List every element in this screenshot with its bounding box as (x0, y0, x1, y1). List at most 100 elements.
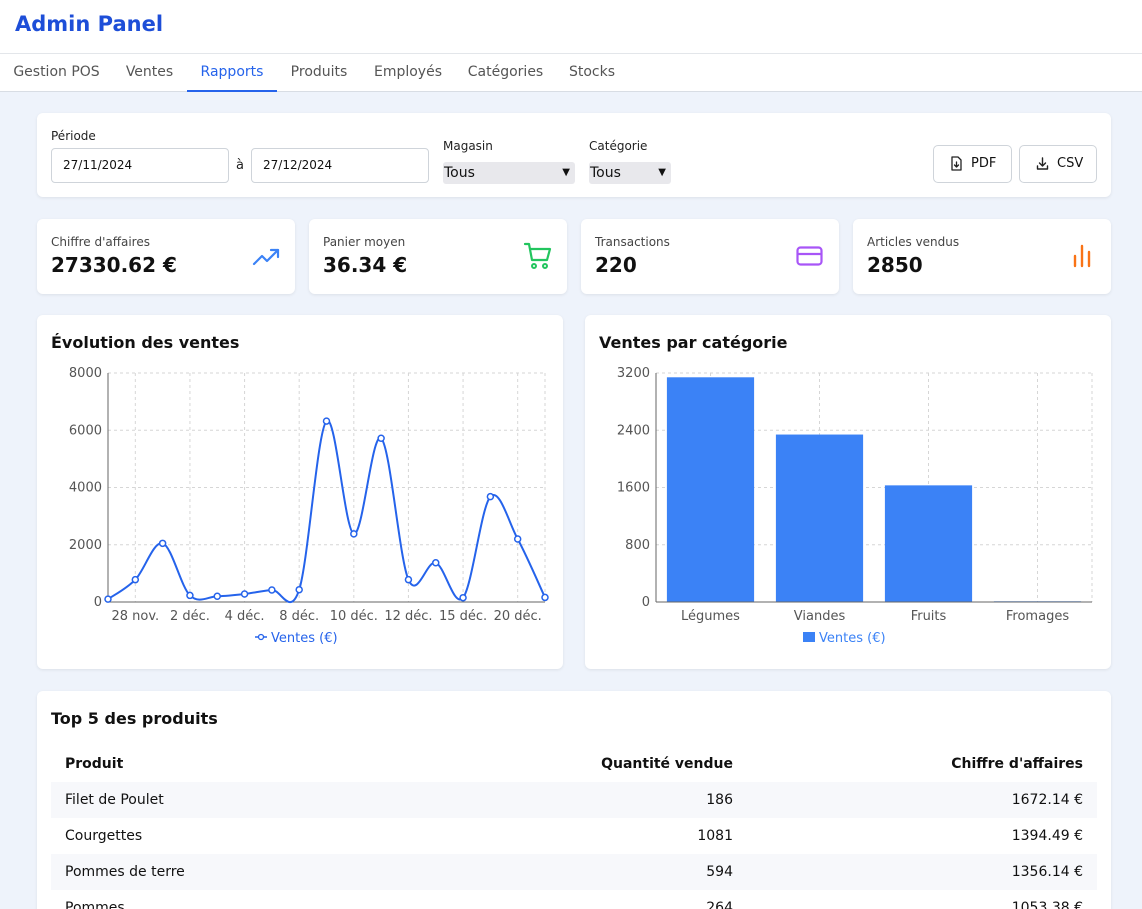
table-row: Filet de Poulet 186 1672.14 € (51, 782, 1097, 818)
stat-label: Chiffre d'affaires (51, 235, 150, 249)
file-download-icon (951, 156, 962, 171)
date-separator: à (236, 158, 244, 173)
stat-card-basket: Panier moyen 36.34 € (309, 219, 567, 294)
product-revenue: 1394.49 € (1011, 828, 1083, 844)
legend-marker (803, 632, 815, 642)
data-point (104, 595, 112, 603)
x-tick-label: 8 déc. (279, 609, 319, 624)
y-tick-label: 3200 (617, 366, 650, 381)
trending-up-icon (252, 248, 280, 266)
nav-tabs: Gestion POS Ventes Rapports Produits Emp… (0, 54, 1142, 92)
product-revenue: 1053.38 € (1011, 900, 1083, 909)
product-revenue: 1356.14 € (1011, 864, 1083, 880)
tab-gestion-pos[interactable]: Gestion POS (13, 64, 100, 80)
product-quantity: 264 (706, 900, 733, 909)
column-header-quantity: Quantité vendue (601, 756, 733, 772)
cart-icon (523, 242, 552, 269)
data-point (295, 585, 303, 594)
column-header-product: Produit (65, 756, 124, 772)
legend-label: Ventes (€) (271, 631, 338, 646)
x-tick-label: Légumes (681, 609, 740, 624)
top-bar: Admin Panel (0, 0, 1142, 54)
column-header-revenue: Chiffre d'affaires (951, 756, 1083, 772)
tab-produits[interactable]: Produits (290, 64, 348, 80)
y-tick-label: 6000 (69, 423, 102, 438)
chevron-down-icon: ▼ (658, 167, 666, 178)
bar (884, 485, 973, 602)
data-point (350, 530, 358, 538)
category-label: Catégorie (589, 139, 648, 153)
period-label: Période (51, 129, 96, 143)
tab-categories[interactable]: Catégories (467, 64, 544, 80)
end-date-input[interactable]: 27/12/2024 (251, 148, 429, 183)
product-name: Pommes (65, 900, 125, 909)
table-row: Courgettes 1081 1394.49 € (51, 818, 1097, 854)
start-date-input[interactable]: 27/11/2024 (51, 148, 229, 183)
y-tick-label: 4000 (69, 481, 102, 496)
stat-value: 220 (595, 253, 637, 277)
export-csv-button[interactable]: CSV (1019, 145, 1097, 183)
legend-point-marker (257, 633, 265, 641)
x-tick-label: 15 déc. (439, 609, 487, 624)
product-revenue: 1672.14 € (1011, 792, 1083, 808)
export-pdf-button[interactable]: PDF (933, 145, 1012, 183)
x-tick-label: Fruits (911, 609, 947, 624)
data-point (322, 417, 331, 425)
tab-rapports[interactable]: Rapports (187, 54, 277, 92)
chevron-down-icon: ▼ (562, 167, 570, 178)
filters-card: Période 27/11/2024 à 27/12/2024 Magasin … (37, 113, 1111, 197)
category-select-value: Tous (590, 165, 621, 181)
y-tick-label: 1600 (617, 481, 650, 496)
pdf-label: PDF (971, 156, 997, 171)
y-tick-label: 800 (625, 538, 650, 553)
y-tick-label: 8000 (69, 366, 102, 381)
bar (775, 434, 864, 602)
stat-card-items: Articles vendus 2850 (853, 219, 1111, 294)
category-select[interactable]: Tous ▼ (589, 162, 671, 184)
data-point (240, 590, 249, 598)
data-point (377, 434, 385, 443)
product-name: Filet de Poulet (65, 792, 164, 808)
data-point (131, 575, 140, 584)
x-tick-label: 12 déc. (384, 609, 432, 624)
stat-label: Transactions (595, 235, 670, 249)
bar-chart-icon (1073, 244, 1091, 268)
store-label: Magasin (443, 139, 493, 153)
top-products-title: Top 5 des produits (51, 709, 218, 728)
series-line (107, 420, 546, 604)
legend-label: Ventes (€) (819, 631, 886, 646)
stat-value: 27330.62 € (51, 253, 177, 277)
stat-card-transactions: Transactions 220 (581, 219, 839, 294)
store-select[interactable]: Tous ▼ (443, 162, 575, 184)
data-point (186, 591, 194, 600)
y-tick-label: 0 (642, 595, 650, 610)
data-point (432, 559, 440, 567)
sales-by-category-card: Ventes par catégorie 0 800 1600 2400 3200 Lég… (585, 315, 1111, 669)
data-point (541, 593, 549, 602)
product-name: Courgettes (65, 828, 143, 844)
x-tick-label: 28 nov. (111, 609, 159, 624)
tab-stocks[interactable]: Stocks (568, 64, 616, 80)
product-quantity: 594 (706, 864, 733, 880)
y-tick-label: 2000 (69, 538, 102, 553)
product-name: Pommes de terre (65, 864, 185, 880)
store-select-value: Tous (444, 165, 475, 181)
data-point (404, 575, 413, 584)
x-tick-label: Viandes (794, 609, 846, 624)
stat-label: Panier moyen (323, 235, 406, 249)
data-point (513, 535, 522, 543)
x-tick-label: 4 déc. (225, 609, 265, 624)
sales-evolution-card: Évolution des ventes 0 2000 4000 6000 8000 28… (37, 315, 563, 669)
x-tick-label: 20 déc. (494, 609, 542, 624)
x-tick-label: 10 déc. (330, 609, 378, 624)
stat-label: Articles vendus (867, 235, 960, 249)
product-quantity: 186 (706, 792, 733, 808)
data-point (268, 586, 276, 594)
csv-label: CSV (1057, 156, 1084, 171)
app-title: Admin Panel (15, 12, 164, 36)
tab-employes[interactable]: Employés (373, 64, 443, 80)
table-row: Pommes 264 1053.38 € (51, 890, 1097, 909)
top-products-table: Produit Quantité vendue Chiffre d'affair… (51, 746, 1097, 909)
data-point (213, 592, 221, 601)
tab-ventes[interactable]: Ventes (125, 64, 174, 80)
